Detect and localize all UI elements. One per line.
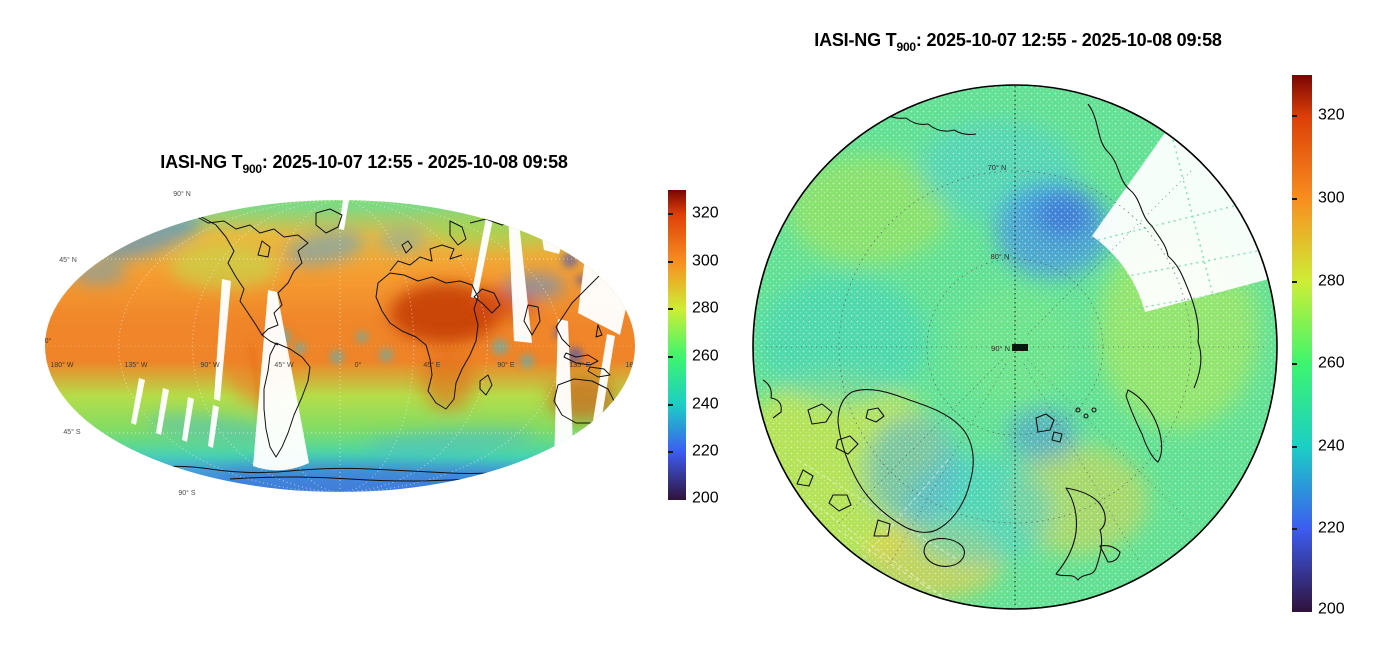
title-prefix: IASI-NG T	[814, 30, 897, 50]
colorbar-tick	[1292, 528, 1297, 531]
graticule-labels-lat: 90° N 45° N 0° 45° S 90° S	[45, 190, 196, 497]
colorbar-tick	[668, 212, 673, 215]
colorbar-tick-label: 320	[692, 204, 719, 222]
colorbar-tick	[1292, 198, 1297, 201]
global-map-title: IASI-NG T900: 2025-10-07 12:55 - 2025-10…	[78, 152, 650, 176]
svg-text:45° S: 45° S	[63, 428, 81, 436]
colorbar-tick-label: 260	[1318, 354, 1345, 372]
polar-map-boundary	[752, 84, 1278, 610]
global-colorbar-gradient	[668, 190, 686, 500]
global-colorbar: 320 300 280 260 240 220 200	[668, 190, 719, 506]
colorbar-tick	[668, 403, 673, 406]
svg-text:90° N: 90° N	[173, 190, 191, 198]
polar-coastlines	[762, 103, 1202, 581]
colorbar-tick-label: 260	[692, 347, 719, 365]
svg-text:90° N: 90° N	[991, 344, 1010, 353]
global-map-canvas: 180° W 135° W 90° W 45° W 0° 45° E 90° E…	[45, 190, 646, 497]
colorbar-tick	[1292, 445, 1297, 448]
svg-text:45° N: 45° N	[59, 256, 77, 264]
polar-map-title: IASI-NG T900: 2025-10-07 12:55 - 2025-10…	[748, 30, 1288, 54]
title-suffix: : 2025-10-07 12:55 - 2025-10-08 09:58	[261, 152, 568, 172]
colorbar-tick	[668, 260, 673, 263]
svg-text:0°: 0°	[355, 361, 362, 369]
title-prefix: IASI-NG T	[160, 152, 243, 172]
title-subscript: 900	[242, 162, 262, 176]
colorbar-tick-label: 220	[1318, 519, 1345, 537]
polar-map-canvas: 70° N 80° N 90° N	[752, 84, 1278, 610]
colorbar-tick	[1292, 280, 1297, 283]
svg-text:180° E: 180° E	[625, 361, 646, 369]
colorbar-tick	[668, 451, 673, 454]
svg-text:80° N: 80° N	[991, 252, 1010, 261]
colorbar-tick-label: 240	[692, 395, 719, 413]
global-temperature-field: 180° W 135° W 90° W 45° W 0° 45° E 90° E…	[45, 200, 646, 492]
colorbar-tick-label: 320	[1318, 106, 1345, 124]
colorbar-tick	[668, 355, 673, 358]
svg-text:90° E: 90° E	[497, 361, 515, 369]
colorbar-tick-label: 220	[692, 442, 719, 460]
svg-text:45° W: 45° W	[274, 361, 294, 369]
colorbar-tick-label: 280	[692, 299, 719, 317]
svg-text:90° S: 90° S	[178, 489, 196, 497]
pole-data-cluster	[1012, 344, 1028, 351]
polar-colorbar-gradient	[1292, 75, 1312, 612]
colorbar-tick	[1292, 362, 1297, 365]
svg-text:90° W: 90° W	[200, 361, 220, 369]
polar-colorbar: 320 300 280 260 240 220 200	[1292, 75, 1345, 617]
svg-text:180° W: 180° W	[50, 361, 73, 369]
colorbar-tick	[668, 308, 673, 311]
title-subscript: 900	[896, 40, 916, 54]
svg-text:70° N: 70° N	[988, 163, 1007, 172]
colorbar-tick-label: 240	[1318, 437, 1345, 455]
colorbar-tick	[1292, 115, 1297, 118]
polar-graticule	[765, 86, 1265, 608]
colorbar-tick-label: 300	[692, 252, 719, 270]
polar-temperature-field: 70° N 80° N 90° N	[753, 85, 1277, 609]
svg-text:135° W: 135° W	[124, 361, 147, 369]
polar-graticule-labels: 70° N 80° N 90° N	[988, 163, 1010, 353]
title-suffix: : 2025-10-07 12:55 - 2025-10-08 09:58	[915, 30, 1222, 50]
svg-text:0°: 0°	[45, 337, 52, 345]
colorbar-tick-label: 200	[692, 489, 719, 507]
graticule-labels-lon: 180° W 135° W 90° W 45° W 0° 45° E 90° E…	[50, 361, 646, 369]
colorbar-tick-label: 300	[1318, 189, 1345, 207]
svg-text:135° E: 135° E	[569, 361, 590, 369]
svg-text:45° E: 45° E	[423, 361, 441, 369]
colorbar-tick-label: 200	[1318, 600, 1345, 618]
colorbar-tick-label: 280	[1318, 272, 1345, 290]
